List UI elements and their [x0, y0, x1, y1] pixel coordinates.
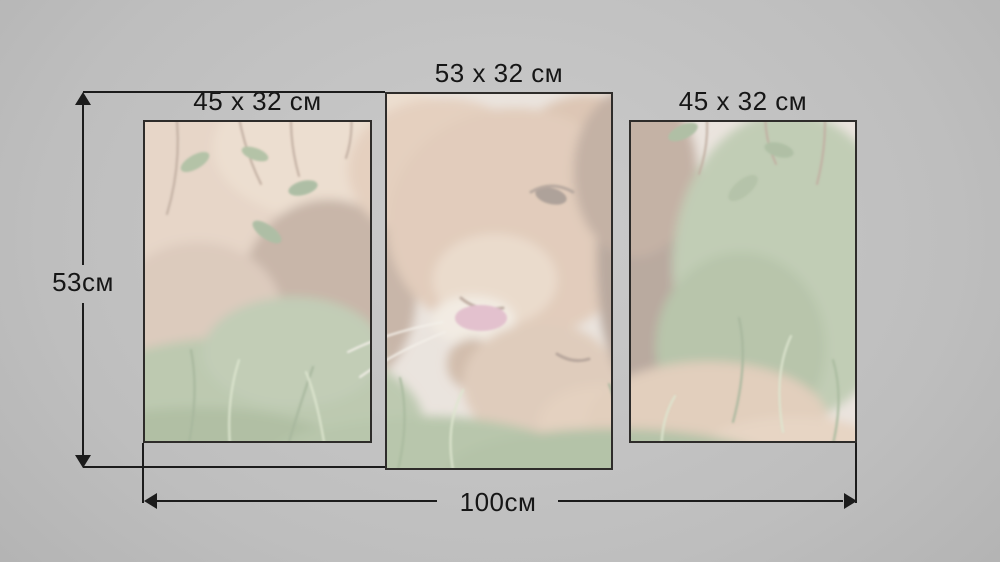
height-leader-bottom: [83, 466, 385, 468]
height-leader-top: [83, 91, 385, 93]
lion-cub-artwork: [387, 94, 611, 468]
total-width-label: 100см: [459, 487, 537, 517]
width-dimension-line-left: [155, 500, 437, 502]
arrow-left-icon: [144, 493, 157, 509]
triptych-panel-center: [385, 92, 613, 470]
panel-right-size-label: 45 x 32 см: [678, 86, 808, 116]
arrow-up-icon: [75, 92, 91, 105]
lion-cub-artwork: [145, 122, 370, 441]
arrow-down-icon: [75, 455, 91, 468]
arrow-right-icon: [844, 493, 857, 509]
total-height-label: 53см: [52, 267, 114, 297]
triptych-panel-right: [629, 120, 857, 443]
lion-cub-artwork: [631, 122, 855, 441]
height-dimension-line-top: [82, 104, 84, 265]
height-dimension-line-bottom: [82, 303, 84, 456]
width-leader-right: [855, 443, 857, 503]
width-leader-left: [142, 443, 144, 503]
triptych-panel-left: [143, 120, 372, 443]
width-dimension-line-right: [558, 500, 843, 502]
panel-center-size-label: 53 x 32 см: [434, 58, 564, 88]
